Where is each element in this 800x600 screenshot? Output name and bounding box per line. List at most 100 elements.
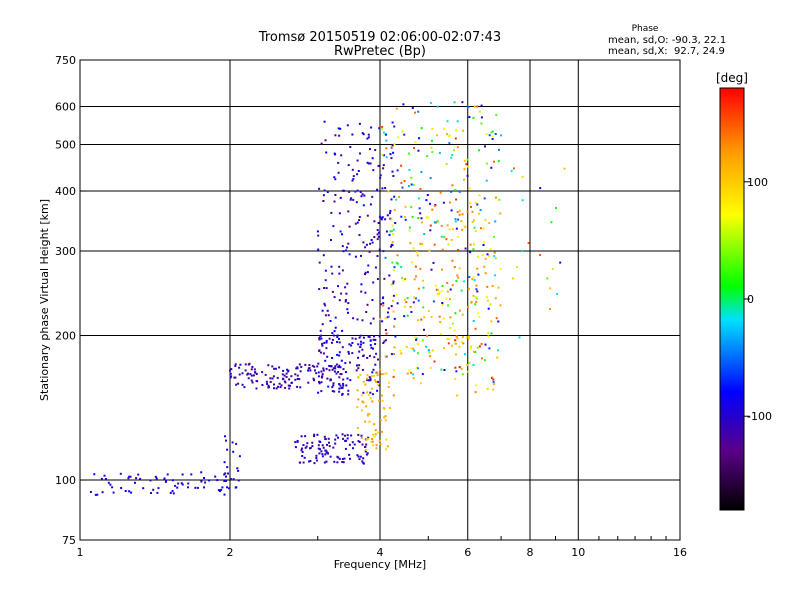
data-point xyxy=(357,433,360,436)
data-point xyxy=(339,196,342,199)
data-point xyxy=(287,384,290,387)
data-point xyxy=(311,445,314,448)
data-point xyxy=(493,251,496,254)
data-point xyxy=(361,132,364,135)
data-point xyxy=(244,363,247,366)
data-point xyxy=(475,384,478,387)
data-point xyxy=(474,327,477,330)
data-point xyxy=(313,435,315,438)
data-point xyxy=(454,188,457,191)
data-point xyxy=(478,110,481,113)
data-point xyxy=(341,269,344,272)
data-point xyxy=(372,444,375,447)
data-point xyxy=(382,250,385,253)
data-point xyxy=(472,219,475,222)
data-point xyxy=(338,341,341,344)
data-point xyxy=(345,249,347,252)
data-point xyxy=(367,264,370,267)
data-point xyxy=(460,341,463,343)
data-point xyxy=(316,365,319,368)
data-point xyxy=(246,373,249,376)
data-point xyxy=(480,104,483,107)
data-point xyxy=(430,102,433,104)
data-point xyxy=(484,343,487,346)
data-point xyxy=(490,332,493,335)
data-point xyxy=(325,151,328,154)
data-point xyxy=(374,433,377,436)
data-point xyxy=(300,435,303,438)
data-point xyxy=(456,120,459,123)
data-point xyxy=(453,101,456,104)
data-point xyxy=(412,184,415,186)
data-point xyxy=(344,299,347,301)
data-point xyxy=(495,196,497,199)
data-point xyxy=(364,420,367,423)
data-point xyxy=(469,243,472,246)
data-point xyxy=(403,180,406,183)
data-point xyxy=(320,370,323,373)
data-point xyxy=(346,246,348,249)
data-point xyxy=(187,486,189,489)
data-point xyxy=(448,338,451,340)
data-point xyxy=(364,271,367,274)
data-point xyxy=(96,493,99,496)
data-point xyxy=(377,222,380,224)
data-point xyxy=(454,342,457,345)
data-point xyxy=(321,323,324,326)
data-point xyxy=(456,146,459,149)
data-point xyxy=(316,230,319,233)
data-point xyxy=(320,450,323,453)
data-point xyxy=(362,391,365,394)
data-point xyxy=(443,369,446,371)
data-point xyxy=(328,337,331,340)
data-point xyxy=(392,151,395,154)
data-point xyxy=(336,353,339,356)
data-point xyxy=(282,369,285,372)
data-point xyxy=(352,198,355,201)
data-point xyxy=(176,486,179,489)
data-point xyxy=(285,372,288,375)
x-axis-label: Frequency [MHz] xyxy=(334,558,426,571)
data-point xyxy=(412,247,415,250)
data-point xyxy=(339,127,342,130)
data-point xyxy=(341,346,344,349)
data-point xyxy=(194,486,197,489)
data-point xyxy=(346,437,349,440)
data-point xyxy=(200,480,203,483)
data-point xyxy=(358,234,361,236)
data-point xyxy=(331,390,334,393)
data-point xyxy=(238,455,241,458)
data-point xyxy=(393,125,396,128)
data-point xyxy=(393,195,396,198)
data-point xyxy=(139,477,142,480)
data-point xyxy=(438,291,441,294)
data-point xyxy=(129,475,132,478)
chart-title: Tromsø 20150519 02:06:00-02:07:43 xyxy=(258,30,501,45)
data-point xyxy=(349,361,351,364)
data-point xyxy=(361,348,364,351)
data-point xyxy=(455,198,458,201)
data-point xyxy=(443,236,446,238)
data-point xyxy=(468,276,471,278)
data-point xyxy=(413,349,416,352)
data-point xyxy=(229,375,232,378)
data-point xyxy=(416,352,419,355)
data-point xyxy=(366,271,369,274)
data-point xyxy=(391,224,394,227)
data-point xyxy=(325,287,328,290)
data-point xyxy=(380,127,383,130)
data-point xyxy=(313,433,316,436)
data-point xyxy=(448,142,451,144)
data-point xyxy=(101,491,104,494)
data-point xyxy=(445,162,448,165)
data-point xyxy=(488,254,490,257)
data-point xyxy=(472,295,475,297)
data-point xyxy=(403,315,406,318)
data-point xyxy=(372,347,374,350)
data-point xyxy=(493,383,496,386)
data-point xyxy=(478,316,481,318)
data-point xyxy=(389,153,392,156)
data-point xyxy=(441,285,444,287)
data-point xyxy=(304,435,307,438)
